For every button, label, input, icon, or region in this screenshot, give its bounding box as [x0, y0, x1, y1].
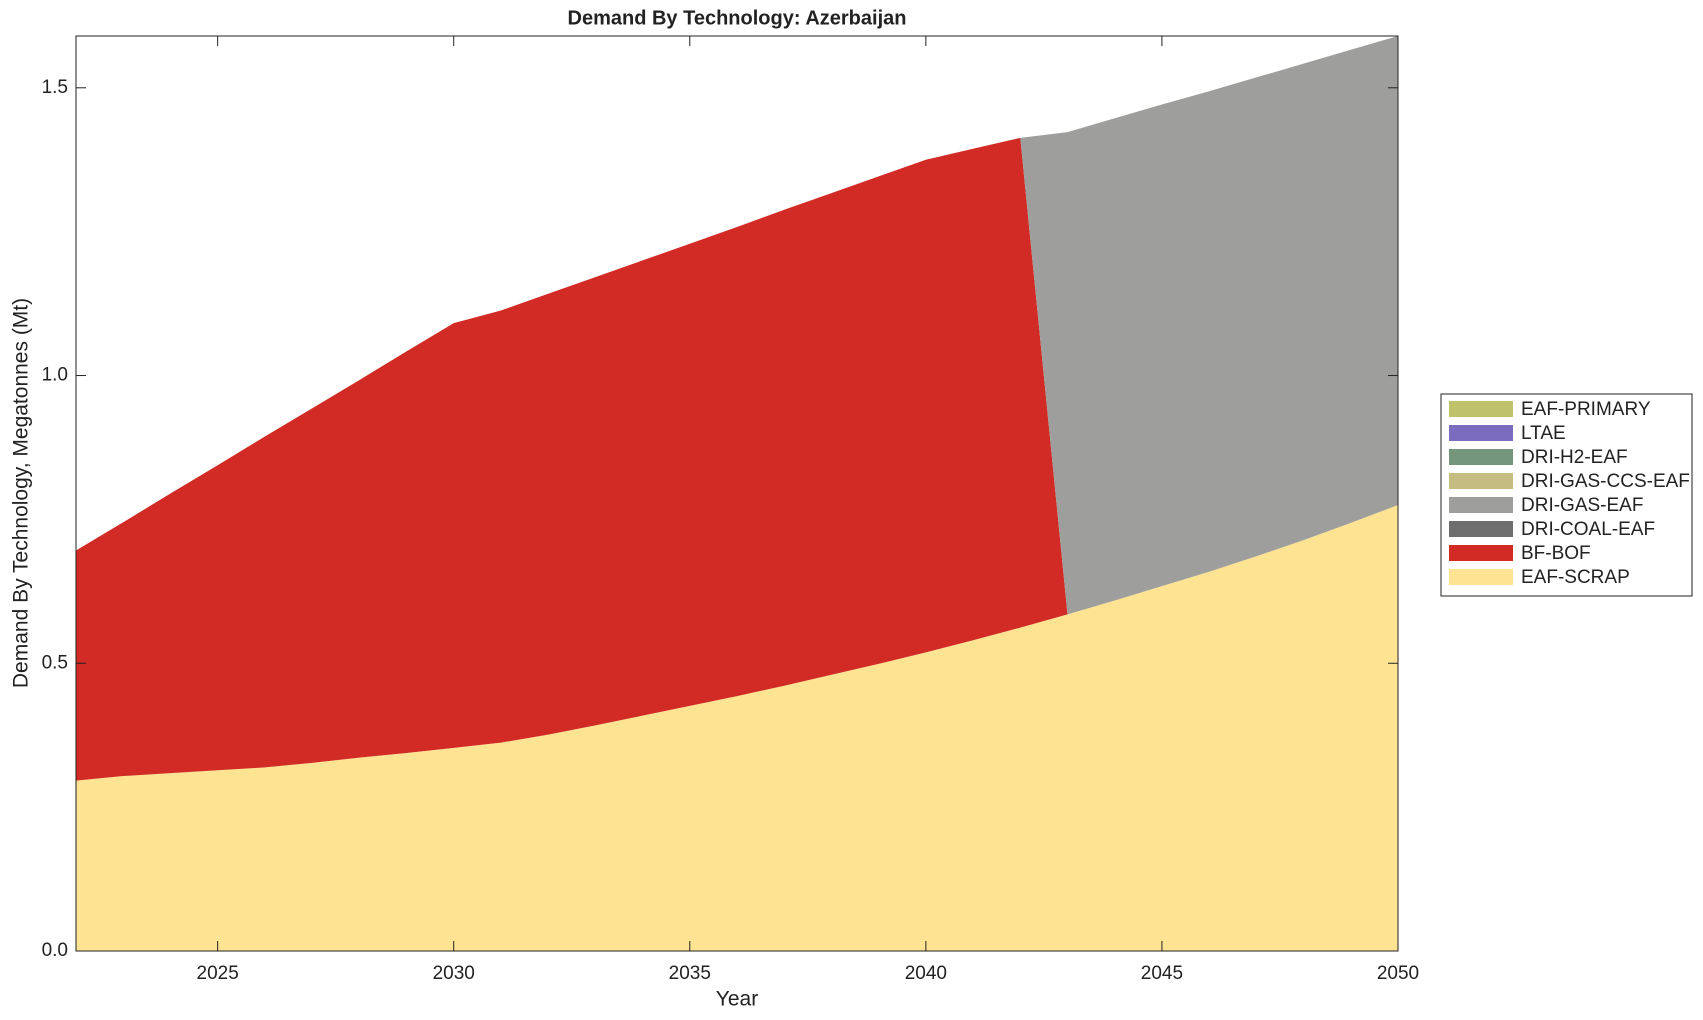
legend-swatch	[1449, 401, 1513, 417]
x-tick-label: 2045	[1141, 963, 1183, 984]
legend-label: EAF-PRIMARY	[1521, 399, 1651, 420]
legend-swatch	[1449, 425, 1513, 441]
legend-label: DRI-GAS-EAF	[1521, 495, 1643, 516]
area	[76, 36, 1398, 615]
legend-swatch	[1449, 473, 1513, 489]
legend-swatch	[1449, 521, 1513, 537]
legend-label: DRI-COAL-EAF	[1521, 519, 1655, 540]
legend-swatch	[1449, 545, 1513, 561]
chart-title: Demand By Technology: Azerbaijan	[568, 7, 907, 29]
y-tick-label: 1.0	[42, 365, 68, 386]
y-tick-label: 0.0	[42, 940, 68, 961]
area	[76, 137, 1398, 781]
x-tick-label: 2025	[197, 963, 239, 984]
y-tick-label: 0.5	[42, 652, 68, 673]
legend-swatch	[1449, 497, 1513, 513]
plot-frame	[75, 35, 1399, 952]
legend-swatch	[1449, 449, 1513, 465]
y-axis-label: Demand By Technology, Megatonnes (Mt)	[10, 298, 33, 688]
x-tick-label: 2040	[905, 963, 947, 984]
legend-label: EAF-SCRAP	[1521, 567, 1630, 588]
legend-label: DRI-H2-EAF	[1521, 447, 1628, 468]
x-tick-label: 2035	[669, 963, 711, 984]
legend-label: DRI-GAS-CCS-EAF	[1521, 471, 1690, 492]
legend-label: LTAE	[1521, 423, 1566, 444]
legend-swatch	[1449, 569, 1513, 585]
x-tick-label: 2050	[1377, 963, 1419, 984]
x-axis-label: Year	[716, 988, 758, 1011]
y-tick-label: 1.5	[42, 77, 68, 98]
x-tick-label: 2030	[433, 963, 475, 984]
area	[76, 505, 1398, 951]
legend-label: BF-BOF	[1521, 543, 1591, 564]
